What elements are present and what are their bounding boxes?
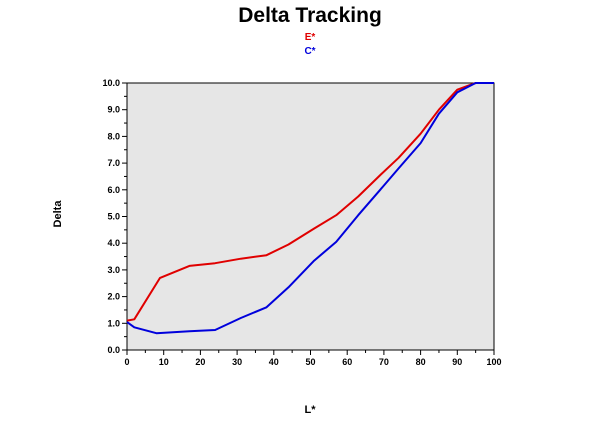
x-tick-label: 70 xyxy=(379,357,389,367)
y-tick-label: 3.0 xyxy=(107,265,120,275)
plot-area xyxy=(126,82,495,351)
x-tick-label: 50 xyxy=(305,357,315,367)
x-tick-label: 90 xyxy=(452,357,462,367)
x-tick-label: 40 xyxy=(269,357,279,367)
y-tick-label: 1.0 xyxy=(107,318,120,328)
y-tick-label: 5.0 xyxy=(107,212,120,222)
x-tick-label: 60 xyxy=(342,357,352,367)
legend-item-c-star: C* xyxy=(0,46,600,57)
series-line-e-star xyxy=(126,82,494,322)
legend-label-e-star: E* xyxy=(304,32,316,43)
y-tick-label: 8.0 xyxy=(107,131,120,141)
chart-title: Delta Tracking xyxy=(238,4,382,27)
x-tick-label: 80 xyxy=(416,357,426,367)
x-axis-label: L* xyxy=(304,404,316,416)
y-tick-label: 0.0 xyxy=(107,345,120,355)
x-tick-label: 20 xyxy=(195,357,205,367)
legend-item-e-star: E* xyxy=(0,32,600,43)
x-tick-label: 0 xyxy=(124,357,129,367)
x-tick-label: 100 xyxy=(486,357,501,367)
y-tick-label: 9.0 xyxy=(107,105,120,115)
legend-label-c-star: C* xyxy=(304,46,316,57)
series-line-c-star xyxy=(126,82,494,335)
y-axis-label: Delta xyxy=(52,200,64,228)
x-tick-label: 10 xyxy=(159,357,169,367)
y-tick-label: 10.0 xyxy=(102,78,120,88)
y-tick-label: 7.0 xyxy=(107,158,120,168)
x-tick-label: 30 xyxy=(232,357,242,367)
y-tick-label: 6.0 xyxy=(107,185,120,195)
y-tick-label: 2.0 xyxy=(107,292,120,302)
y-tick-label: 4.0 xyxy=(107,238,120,248)
